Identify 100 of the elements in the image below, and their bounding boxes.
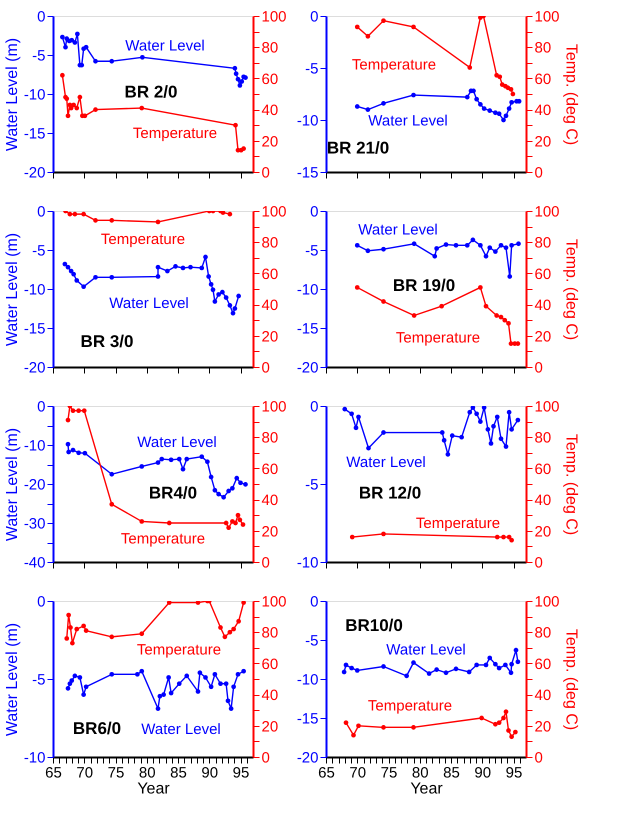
- point: [496, 666, 502, 670]
- x-tick-label: 85: [443, 764, 460, 782]
- point: [63, 44, 68, 50]
- y-tick-label: 0: [37, 8, 46, 26]
- y2-tick-label: 0: [262, 554, 270, 572]
- y2-tick-label: 80: [262, 624, 278, 642]
- point: [231, 684, 236, 690]
- y-tick-label: -10: [296, 112, 318, 130]
- point: [498, 436, 504, 442]
- point: [82, 450, 88, 456]
- point: [69, 38, 74, 43]
- y2-tick-label: 20: [534, 133, 552, 150]
- y2-tick-label: 0: [534, 360, 543, 376]
- point: [82, 408, 87, 414]
- point: [221, 494, 226, 500]
- point: [203, 254, 208, 260]
- point: [344, 720, 348, 726]
- point: [349, 666, 354, 670]
- y-tick-label: -15: [24, 126, 46, 142]
- point: [230, 486, 235, 491]
- y-tick-label: 0: [37, 398, 46, 416]
- point: [188, 264, 193, 270]
- y-tick-label: -5: [32, 672, 46, 688]
- point: [78, 94, 82, 100]
- y2-tick-label: 100: [262, 8, 287, 26]
- point: [72, 40, 78, 45]
- point: [478, 419, 483, 424]
- point: [508, 86, 514, 92]
- point: [354, 242, 360, 248]
- y-tick-label: -10: [24, 750, 46, 766]
- point: [498, 314, 504, 320]
- y2-tick-label: 60: [534, 460, 552, 478]
- point: [450, 433, 455, 438]
- point: [199, 266, 204, 270]
- y-tick-label: -40: [24, 554, 46, 572]
- point: [344, 662, 348, 668]
- y2-tick-label: 20: [262, 328, 278, 346]
- x-tick-label: 75: [380, 764, 398, 782]
- y-tick-label: -15: [296, 164, 318, 182]
- point: [470, 406, 476, 410]
- point: [231, 626, 236, 632]
- point: [166, 601, 172, 605]
- point: [93, 274, 98, 280]
- y2-tick-label: 80: [534, 624, 552, 642]
- point: [459, 434, 464, 440]
- y2-tick-label: 80: [262, 234, 278, 252]
- y2-tick-label: 40: [534, 492, 552, 510]
- point: [93, 107, 98, 112]
- y2-tick-label: 80: [262, 430, 278, 447]
- point: [479, 716, 484, 720]
- point: [516, 241, 521, 246]
- point: [109, 502, 114, 507]
- x-tick-label: 75: [108, 764, 124, 782]
- point: [226, 525, 231, 530]
- point: [206, 274, 211, 279]
- series-label: Water Level: [346, 454, 426, 472]
- point: [81, 624, 86, 628]
- point: [76, 408, 81, 414]
- point: [354, 24, 360, 30]
- series-label: Temperature: [132, 125, 218, 142]
- point: [482, 106, 486, 111]
- x-tick-label: 90: [474, 764, 492, 782]
- point: [502, 318, 508, 323]
- point: [241, 668, 246, 674]
- y2-tick-label: 100: [534, 398, 560, 416]
- y2-tick-label: 100: [534, 204, 560, 220]
- x-tick-label: 80: [412, 764, 429, 782]
- point: [69, 678, 74, 683]
- point: [486, 427, 490, 432]
- point: [504, 245, 508, 250]
- point: [238, 480, 243, 486]
- point: [434, 246, 439, 251]
- x-axis-title: Year: [137, 780, 170, 798]
- point: [156, 706, 160, 711]
- point: [232, 306, 238, 311]
- point: [381, 430, 386, 435]
- text: BR6/0: [72, 718, 122, 738]
- point: [180, 466, 186, 472]
- point: [514, 648, 518, 652]
- point: [156, 460, 160, 465]
- y-tick-label: -20: [296, 750, 318, 766]
- text: BR 12/0: [358, 483, 422, 502]
- point: [66, 114, 70, 118]
- point: [60, 34, 65, 40]
- y-tick-label: -20: [24, 360, 46, 376]
- point: [70, 640, 75, 646]
- y2-tick-label: 20: [262, 523, 278, 540]
- point: [139, 519, 144, 524]
- point: [493, 249, 498, 254]
- point: [381, 101, 386, 106]
- y2-axis-title: Temp. (deg C): [562, 628, 580, 730]
- y2-tick-label: 60: [534, 266, 552, 283]
- y2-tick-label: 40: [262, 492, 278, 510]
- y-axis-title: Water Level (m): [4, 232, 21, 346]
- point: [228, 630, 232, 635]
- point: [342, 670, 346, 674]
- point: [366, 34, 370, 39]
- point: [184, 456, 190, 462]
- point: [354, 426, 358, 430]
- point: [439, 304, 444, 308]
